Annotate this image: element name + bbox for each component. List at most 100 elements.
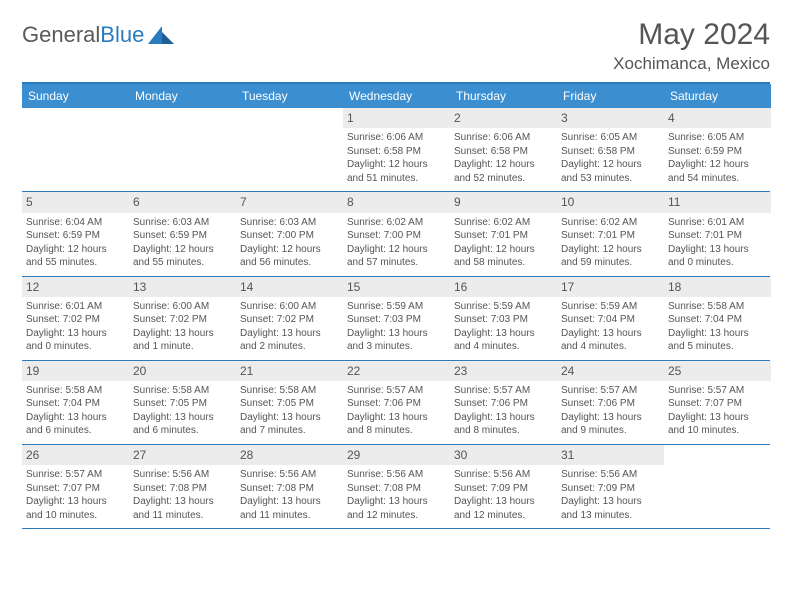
day-number: 6 [129, 192, 236, 212]
daylight-text: Daylight: 13 hours and 6 minutes. [133, 411, 232, 438]
sunrise-text: Sunrise: 5:56 AM [240, 468, 339, 482]
sunrise-text: Sunrise: 5:58 AM [26, 384, 125, 398]
calendar-grid: SundayMondayTuesdayWednesdayThursdayFrid… [22, 82, 770, 529]
day-number: 18 [664, 277, 771, 297]
daylight-text: Daylight: 12 hours and 53 minutes. [561, 158, 660, 185]
calendar-day-cell: 9Sunrise: 6:02 AMSunset: 7:01 PMDaylight… [450, 192, 557, 275]
calendar-page: GeneralBlue May 2024 Xochimanca, Mexico … [0, 0, 792, 547]
calendar-week-row: 19Sunrise: 5:58 AMSunset: 7:04 PMDayligh… [22, 361, 770, 445]
sunset-text: Sunset: 6:59 PM [668, 145, 767, 159]
calendar-day-cell: 15Sunrise: 5:59 AMSunset: 7:03 PMDayligh… [343, 277, 450, 360]
daylight-text: Daylight: 12 hours and 51 minutes. [347, 158, 446, 185]
calendar-day-cell: 24Sunrise: 5:57 AMSunset: 7:06 PMDayligh… [557, 361, 664, 444]
daylight-text: Daylight: 12 hours and 54 minutes. [668, 158, 767, 185]
day-number: 12 [22, 277, 129, 297]
calendar-day-cell: 7Sunrise: 6:03 AMSunset: 7:00 PMDaylight… [236, 192, 343, 275]
daylight-text: Daylight: 12 hours and 52 minutes. [454, 158, 553, 185]
calendar-day-cell: 23Sunrise: 5:57 AMSunset: 7:06 PMDayligh… [450, 361, 557, 444]
daylight-text: Daylight: 13 hours and 6 minutes. [26, 411, 125, 438]
calendar-day-cell: 10Sunrise: 6:02 AMSunset: 7:01 PMDayligh… [557, 192, 664, 275]
day-number: 28 [236, 445, 343, 465]
daylight-text: Daylight: 12 hours and 55 minutes. [26, 243, 125, 270]
brand-text: GeneralBlue [22, 22, 144, 48]
sunset-text: Sunset: 7:07 PM [668, 397, 767, 411]
sunset-text: Sunset: 6:58 PM [347, 145, 446, 159]
brand-part1: General [22, 22, 100, 47]
sunset-text: Sunset: 6:59 PM [133, 229, 232, 243]
page-header: GeneralBlue May 2024 Xochimanca, Mexico [22, 18, 770, 74]
sunrise-text: Sunrise: 5:59 AM [561, 300, 660, 314]
day-number: 8 [343, 192, 450, 212]
sunrise-text: Sunrise: 6:03 AM [240, 216, 339, 230]
day-number: 24 [557, 361, 664, 381]
daylight-text: Daylight: 12 hours and 58 minutes. [454, 243, 553, 270]
calendar-day-cell: 14Sunrise: 6:00 AMSunset: 7:02 PMDayligh… [236, 277, 343, 360]
daylight-text: Daylight: 13 hours and 10 minutes. [668, 411, 767, 438]
month-title: May 2024 [613, 18, 770, 52]
calendar-week-row: 12Sunrise: 6:01 AMSunset: 7:02 PMDayligh… [22, 277, 770, 361]
sunrise-text: Sunrise: 5:56 AM [347, 468, 446, 482]
day-number: 9 [450, 192, 557, 212]
calendar-week-row: ...1Sunrise: 6:06 AMSunset: 6:58 PMDayli… [22, 108, 770, 192]
sunset-text: Sunset: 7:04 PM [668, 313, 767, 327]
daylight-text: Daylight: 13 hours and 1 minute. [133, 327, 232, 354]
daylight-text: Daylight: 12 hours and 55 minutes. [133, 243, 232, 270]
sunset-text: Sunset: 7:08 PM [133, 482, 232, 496]
day-number: 19 [22, 361, 129, 381]
calendar-day-cell: 3Sunrise: 6:05 AMSunset: 6:58 PMDaylight… [557, 108, 664, 191]
weekday-header-row: SundayMondayTuesdayWednesdayThursdayFrid… [22, 84, 770, 108]
day-number: 13 [129, 277, 236, 297]
sunrise-text: Sunrise: 5:56 AM [561, 468, 660, 482]
calendar-day-cell: . [22, 108, 129, 191]
daylight-text: Daylight: 13 hours and 2 minutes. [240, 327, 339, 354]
daylight-text: Daylight: 13 hours and 5 minutes. [668, 327, 767, 354]
sunset-text: Sunset: 7:04 PM [561, 313, 660, 327]
weekday-header: Thursday [450, 84, 557, 108]
daylight-text: Daylight: 13 hours and 3 minutes. [347, 327, 446, 354]
daylight-text: Daylight: 13 hours and 11 minutes. [240, 495, 339, 522]
sunset-text: Sunset: 7:09 PM [561, 482, 660, 496]
sunset-text: Sunset: 7:07 PM [26, 482, 125, 496]
sunrise-text: Sunrise: 5:58 AM [240, 384, 339, 398]
sunrise-text: Sunrise: 6:05 AM [561, 131, 660, 145]
daylight-text: Daylight: 13 hours and 8 minutes. [454, 411, 553, 438]
daylight-text: Daylight: 13 hours and 0 minutes. [26, 327, 125, 354]
day-number: 25 [664, 361, 771, 381]
calendar-day-cell: 11Sunrise: 6:01 AMSunset: 7:01 PMDayligh… [664, 192, 771, 275]
sunrise-text: Sunrise: 6:04 AM [26, 216, 125, 230]
sunrise-text: Sunrise: 5:58 AM [133, 384, 232, 398]
calendar-day-cell: 25Sunrise: 5:57 AMSunset: 7:07 PMDayligh… [664, 361, 771, 444]
day-number: 3 [557, 108, 664, 128]
sunset-text: Sunset: 7:04 PM [26, 397, 125, 411]
sunrise-text: Sunrise: 6:02 AM [454, 216, 553, 230]
sunrise-text: Sunrise: 6:01 AM [668, 216, 767, 230]
sunrise-text: Sunrise: 5:56 AM [454, 468, 553, 482]
day-number: 27 [129, 445, 236, 465]
calendar-day-cell: 26Sunrise: 5:57 AMSunset: 7:07 PMDayligh… [22, 445, 129, 528]
calendar-day-cell: 12Sunrise: 6:01 AMSunset: 7:02 PMDayligh… [22, 277, 129, 360]
calendar-day-cell: . [664, 445, 771, 528]
day-number: 10 [557, 192, 664, 212]
daylight-text: Daylight: 13 hours and 4 minutes. [561, 327, 660, 354]
sunset-text: Sunset: 7:01 PM [561, 229, 660, 243]
day-number: 22 [343, 361, 450, 381]
sunset-text: Sunset: 7:06 PM [454, 397, 553, 411]
sunset-text: Sunset: 6:58 PM [454, 145, 553, 159]
calendar-day-cell: 17Sunrise: 5:59 AMSunset: 7:04 PMDayligh… [557, 277, 664, 360]
sunrise-text: Sunrise: 5:57 AM [347, 384, 446, 398]
day-number: 11 [664, 192, 771, 212]
calendar-day-cell: 20Sunrise: 5:58 AMSunset: 7:05 PMDayligh… [129, 361, 236, 444]
sunrise-text: Sunrise: 6:03 AM [133, 216, 232, 230]
sunrise-text: Sunrise: 5:59 AM [454, 300, 553, 314]
day-number: 1 [343, 108, 450, 128]
day-number: 14 [236, 277, 343, 297]
day-number: 31 [557, 445, 664, 465]
day-number: 16 [450, 277, 557, 297]
location-label: Xochimanca, Mexico [613, 54, 770, 74]
sunset-text: Sunset: 7:03 PM [347, 313, 446, 327]
sunset-text: Sunset: 7:02 PM [240, 313, 339, 327]
sunset-text: Sunset: 7:03 PM [454, 313, 553, 327]
calendar-week-row: 5Sunrise: 6:04 AMSunset: 6:59 PMDaylight… [22, 192, 770, 276]
daylight-text: Daylight: 13 hours and 12 minutes. [454, 495, 553, 522]
daylight-text: Daylight: 13 hours and 0 minutes. [668, 243, 767, 270]
